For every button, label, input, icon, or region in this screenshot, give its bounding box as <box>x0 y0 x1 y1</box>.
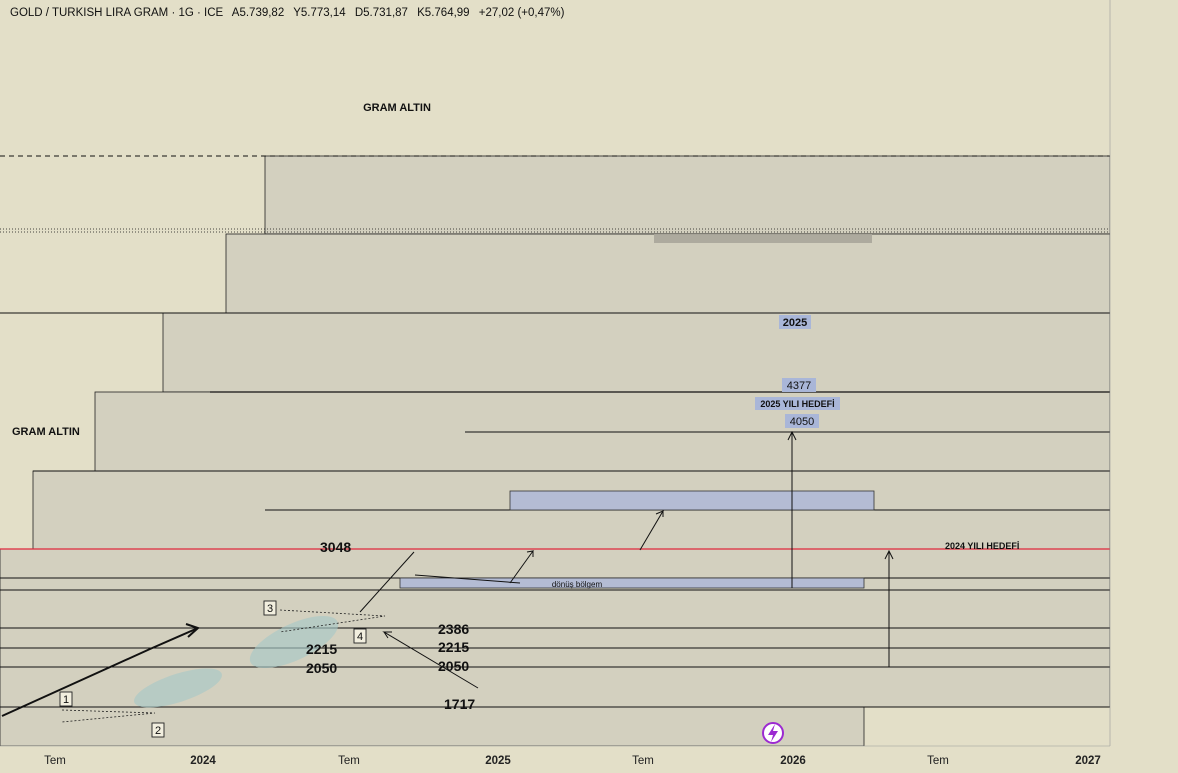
wave-label-1: 1 <box>63 694 69 706</box>
label-2024-target: 2024 YILI HEDEFİ <box>945 541 1019 551</box>
resistance-band <box>654 234 872 243</box>
x-axis-label: Tem <box>927 755 949 767</box>
label-2025-target-bg <box>755 397 840 410</box>
gram-altin-title-top: GRAM ALTIN <box>363 102 431 114</box>
wave-triangle-1 <box>61 709 156 723</box>
label-2215-right: 2215 <box>438 639 469 655</box>
lightning-bolt-glyph <box>768 724 778 742</box>
wave-label-3-box <box>263 600 277 616</box>
donus-pointer-line <box>414 574 521 584</box>
support-zone-1 <box>264 155 1111 235</box>
time-axis-background <box>0 746 1178 773</box>
gram-altin-title-left: GRAM ALTIN <box>12 426 80 438</box>
label-2050-right: 2050 <box>438 658 469 674</box>
x-axis-label: Tem <box>632 755 654 767</box>
wave-label-2: 2 <box>155 725 161 737</box>
target-4050-arrow <box>787 430 797 588</box>
chart-header: GOLD / TURKISH LIRA GRAM · 1G · ICE A5.7… <box>10 7 570 19</box>
label-2025-target: 2025 YILI HEDEFİ <box>760 399 834 409</box>
accumulation-ellipse-2 <box>249 615 339 669</box>
trend-arrow-head <box>185 623 200 638</box>
correction-1717-arrow <box>382 631 479 689</box>
x-axis-label: Tem <box>338 755 360 767</box>
wave-label-2-box <box>151 722 165 738</box>
support-zone-3 <box>162 312 1111 393</box>
impulse-arrow-line <box>359 551 415 613</box>
box-arrow <box>639 509 665 551</box>
wave-label-4: 4 <box>357 631 363 643</box>
x-axis-label: 2027 <box>1075 755 1101 767</box>
label-donus-bolgem: dönüş bölgem <box>552 580 603 589</box>
label-4050-bg <box>785 414 819 428</box>
price-axis-background <box>1110 0 1178 773</box>
wave-label-4-box <box>353 628 367 644</box>
support-zone-7 <box>0 706 865 747</box>
wave-triangle-2 <box>279 609 386 633</box>
support-zone-2 <box>225 233 1111 314</box>
x-axis-label: 2024 <box>190 755 216 767</box>
donus-arrow <box>509 550 535 584</box>
close-value: K5.764,99 <box>417 7 470 19</box>
label-3048: 3048 <box>320 539 351 555</box>
support-zone-4 <box>94 391 1111 472</box>
label-1717: 1717 <box>444 696 475 712</box>
label-4377: 4377 <box>787 380 811 392</box>
label-2386: 2386 <box>438 621 469 637</box>
open-value: A5.739,82 <box>231 7 285 19</box>
wave-label-3: 3 <box>267 603 273 615</box>
donus-box <box>399 577 865 589</box>
high-value: Y5.773,14 <box>293 7 346 19</box>
label-2025-bg <box>779 315 811 329</box>
label-4050: 4050 <box>790 416 814 428</box>
change-value: +27,02 (+0,47%) <box>478 7 565 19</box>
label-2215-left: 2215 <box>306 641 337 657</box>
x-axis-label: 2025 <box>485 755 511 767</box>
label-2050-left: 2050 <box>306 660 337 676</box>
trend-arrow-line <box>1 627 199 717</box>
target-2024-arrow <box>884 549 894 667</box>
x-axis-label: Tem <box>44 755 66 767</box>
label-4377-bg <box>782 378 816 392</box>
accumulation-ellipse-1 <box>134 668 222 708</box>
wave-label-1-box <box>59 691 73 707</box>
symbol-title: GOLD / TURKISH LIRA GRAM · 1G · ICE <box>10 7 224 19</box>
x-axis-label: 2026 <box>780 755 806 767</box>
low-value: D5.731,87 <box>354 7 408 19</box>
label-2025: 2025 <box>783 317 807 329</box>
target-box-2025 <box>509 490 875 511</box>
